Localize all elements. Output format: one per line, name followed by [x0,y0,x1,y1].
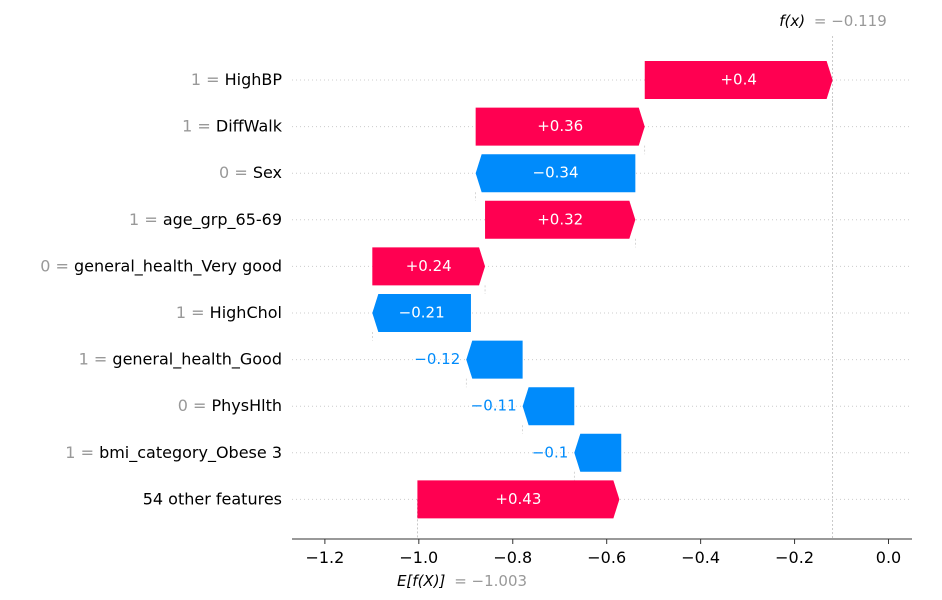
feature-name: PhysHlth [212,396,282,415]
bar-highchol [372,294,471,332]
feature-name: general_health_Very good [74,256,282,276]
feature-label: 0 = Sex [219,163,282,182]
bar-value-label: −0.1 [532,443,568,461]
feature-label: 1 = HighChol [176,303,282,322]
bar-age-grp-65-69 [485,200,636,239]
feature-value: 1 = [176,303,210,322]
feature-value: 1 = [182,116,216,135]
x-tick-label: −0.8 [493,548,532,567]
output-value-label: f(x) = −0.119 [779,12,887,30]
bar-diffwalk [475,107,645,146]
feature-value: 1 = [65,442,99,461]
bar-general-health-very-good [372,247,486,286]
feature-name: Sex [253,163,282,182]
x-tick-label: −1.0 [399,548,438,567]
feature-label: 1 = bmi_category_Obese 3 [65,442,282,462]
feature-label: 54 other features [143,489,282,508]
bar-value-label: −0.21 [399,304,445,322]
feature-label: 1 = DiffWalk [182,116,283,135]
feature-name: HighChol [210,303,282,322]
feature-value: 1 = [191,70,225,89]
base-value-label: E[f(X)] = −1.003 [397,572,527,590]
bar-value-label: −0.11 [471,397,517,415]
x-tick-label: −0.4 [681,548,720,567]
reference-lines [417,36,834,539]
feature-name: age_grp_65-69 [163,209,282,229]
bar-value-label: +0.32 [537,210,583,228]
bar-physhlth [522,387,575,426]
bar-value-label: +0.36 [537,117,583,135]
feature-name: 54 other features [143,489,282,508]
x-tick-label: −0.2 [775,548,814,567]
x-tick-label: −1.2 [305,548,344,567]
x-tick-label: −0.6 [587,548,626,567]
feature-label: 1 = HighBP [191,70,283,89]
feature-name: bmi_category_Obese 3 [99,442,282,462]
feature-name: HighBP [225,70,283,89]
feature-name: DiffWalk [216,116,283,135]
bar-value-label: +0.24 [406,257,452,275]
feature-value: 0 = [219,163,253,182]
bar-value-label: +0.43 [495,490,541,508]
bar-sex [475,154,636,193]
feature-name: general_health_Good [112,349,282,369]
feature-value: 0 = [40,256,74,275]
feature-value: 1 = [79,349,113,368]
feature-value: 0 = [178,396,212,415]
x-tick-label: 0.0 [876,548,901,567]
bar-highbp [644,61,833,99]
feature-value: 1 = [129,209,163,228]
bar-general-health-good [466,340,523,379]
feature-label: 1 = general_health_Good [79,349,282,369]
feature-label: 0 = PhysHlth [178,396,282,415]
x-axis: −1.2 −1.0 −0.8 −0.6 −0.4 −0.2 0.0 [292,538,912,567]
bar-value-label: −0.34 [533,164,579,182]
feature-label: 1 = age_grp_65-69 [129,209,282,229]
bar-bmi-category-obese-3 [574,433,622,472]
feature-label: 0 = general_health_Very good [40,256,282,276]
bars: +0.4 +0.36 −0.34 +0.32 +0.24 −0.21 −0.12 −0.11 −… [372,61,833,519]
bar-value-label: −0.12 [414,350,460,368]
bar-54-other-features [417,480,620,519]
bar-value-label: +0.4 [720,71,756,89]
